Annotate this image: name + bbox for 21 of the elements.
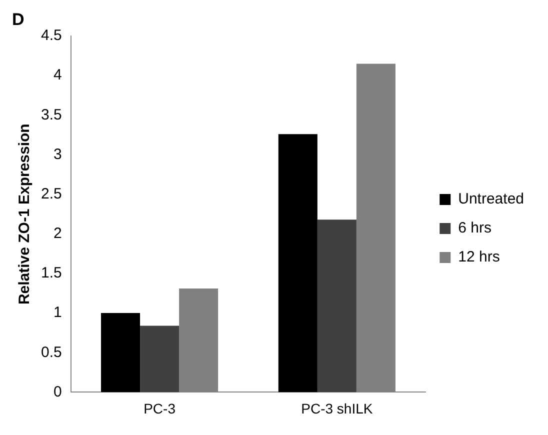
y-tick-label: 0.5 <box>40 344 62 361</box>
y-tick-label: 3.5 <box>40 106 62 124</box>
x-tick-label: PC-3 shILK <box>301 400 374 416</box>
y-tick-label: 2.5 <box>40 185 62 202</box>
x-tick-label: PC-3 <box>144 400 176 416</box>
y-tick-label: 1.5 <box>40 264 62 282</box>
y-tick-label: 4.5 <box>40 27 62 44</box>
y-tick-label: 2 <box>54 225 62 242</box>
legend-label: Untreated <box>458 190 524 208</box>
bar <box>101 313 140 392</box>
y-tick-label: 4 <box>54 66 62 84</box>
bar <box>278 134 318 392</box>
text: D <box>12 10 24 30</box>
legend-label: 12 hrs <box>458 248 500 266</box>
bar <box>317 220 356 392</box>
y-axis-title: Relative ZO-1 Expression <box>16 124 34 305</box>
bar <box>140 326 180 392</box>
y-tick-label: 1 <box>54 304 62 322</box>
legend-label: 6 hrs <box>458 220 492 237</box>
y-tick-label: 0 <box>54 383 62 400</box>
y-tick-label: 3 <box>54 146 62 163</box>
